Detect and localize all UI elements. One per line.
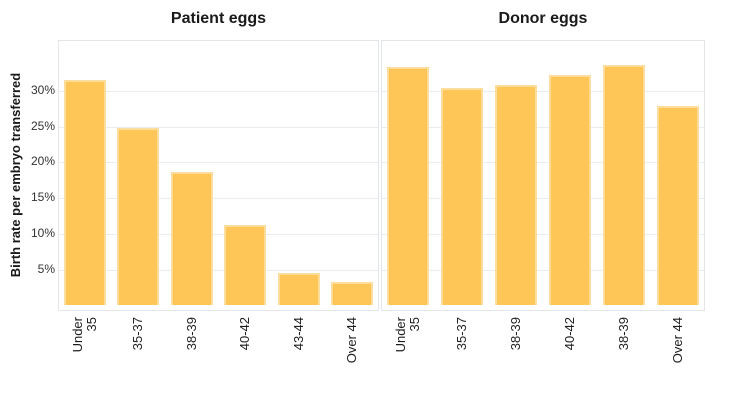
x-axis-tick-line: 35-37 — [130, 317, 145, 351]
y-axis-tick-label: 5% — [37, 262, 55, 277]
x-axis-tick-label: 40-42 — [230, 317, 260, 389]
x-axis-tick-line: 38-39 — [616, 317, 631, 351]
x-axis-tick-line: 35-37 — [454, 317, 469, 351]
x-axis-tick-label: 40-42 — [555, 317, 585, 389]
bar — [117, 128, 159, 305]
x-axis-tick-line: Under — [70, 317, 85, 353]
bar — [64, 80, 106, 305]
x-axis-tick-line: 35 — [407, 317, 422, 332]
y-axis-tick-label: 20% — [30, 154, 55, 169]
x-axis-tick-line: 35 — [84, 317, 99, 332]
x-axis-tick-label: 43-44 — [284, 317, 314, 389]
gridline — [59, 234, 378, 236]
bar — [495, 85, 537, 305]
y-axis-tick-label: 30% — [30, 82, 55, 97]
y-axis-tick-label: 25% — [30, 118, 55, 133]
x-axis-tick-line: 38-39 — [508, 317, 523, 351]
gridline — [382, 90, 704, 92]
y-axis-tick-label: 10% — [30, 226, 55, 241]
gridline — [59, 126, 378, 128]
bar — [387, 67, 429, 305]
gridline — [382, 270, 704, 272]
x-axis-tick-line: 43-44 — [291, 317, 306, 351]
x-axis-tick-label: Over 44 — [663, 317, 693, 389]
panel-donor — [381, 40, 705, 311]
bar — [657, 106, 699, 305]
x-axis-tick-line: Under — [393, 317, 408, 353]
bar — [331, 282, 373, 305]
gridline — [59, 162, 378, 164]
x-axis-tick-line: 40-42 — [237, 317, 252, 351]
bar — [278, 273, 320, 305]
x-axis-tick-label: 35-37 — [123, 317, 153, 389]
gridline — [382, 162, 704, 164]
gridline — [382, 126, 704, 128]
panel-patient — [58, 40, 379, 311]
x-axis-tick-label: 38-39 — [501, 317, 531, 389]
panel-title: Patient eggs — [170, 10, 267, 27]
panel-title: Donor eggs — [498, 10, 588, 27]
bar — [549, 75, 591, 305]
x-axis-tick-line: Over 44 — [344, 317, 359, 364]
x-axis-tick-label: 38-39 — [609, 317, 639, 389]
x-axis-tick-label: 38-39 — [177, 317, 207, 389]
x-axis-tick-line: 38-39 — [184, 317, 199, 351]
bar — [224, 225, 266, 305]
gridline — [59, 198, 378, 200]
bar — [441, 88, 483, 305]
bar — [171, 172, 213, 305]
x-axis-tick-label: Under 35 — [70, 317, 100, 389]
x-axis-tick-label: 35-37 — [447, 317, 477, 389]
gridline — [382, 198, 704, 200]
x-axis-tick-line: Over 44 — [670, 317, 685, 364]
y-axis-tick-label: 15% — [30, 190, 55, 205]
x-axis-tick-label: Under 35 — [393, 317, 423, 389]
gridline — [59, 90, 378, 92]
gridline — [382, 234, 704, 236]
x-axis-tick-line: 40-42 — [562, 317, 577, 351]
gridline — [59, 270, 378, 272]
x-axis-tick-label: Over 44 — [337, 317, 367, 389]
bar — [603, 65, 645, 305]
